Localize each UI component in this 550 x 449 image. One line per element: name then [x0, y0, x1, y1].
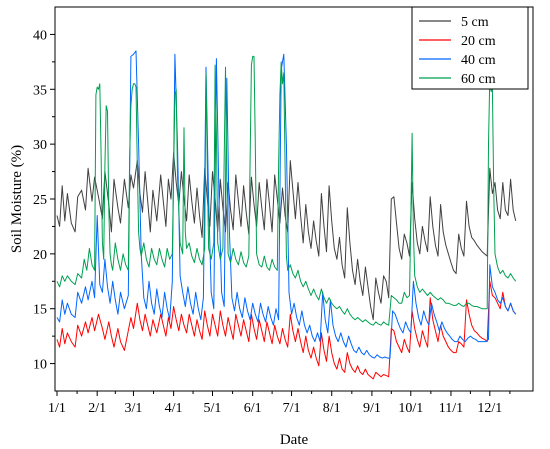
x-tick-label: 11/1	[439, 401, 463, 416]
series-layer	[56, 50, 517, 380]
y-tick-label: 30	[33, 138, 47, 153]
x-tick-label: 5/1	[204, 401, 222, 416]
x-axis: 1/1 2/1 3/1 4/1 5/1 6/1 7/1 8/1 9/1 10/1 11/1 12/1	[48, 391, 511, 416]
x-tick-label: 8/1	[323, 401, 341, 416]
y-tick-label: 20	[33, 248, 47, 263]
series-line-3	[56, 55, 517, 326]
y-tick-label: 25	[33, 193, 47, 208]
x-tick-label: 9/1	[363, 401, 381, 416]
y-tick-label: 35	[33, 83, 47, 98]
y-tick-label: 40	[33, 28, 47, 43]
x-tick-label: 10/1	[398, 401, 423, 416]
series-line-1	[56, 280, 517, 380]
x-tick-label: 3/1	[125, 401, 143, 416]
y-axis-title: Soil Moisture (%)	[9, 145, 25, 253]
x-tick-label: 2/1	[88, 401, 106, 416]
y-tick-label: 10	[33, 358, 47, 373]
y-axis: 10 15 20 25 30 35 40	[33, 28, 55, 373]
x-tick-label: 4/1	[165, 401, 183, 416]
legend-label-1: 20 cm	[461, 34, 496, 49]
legend: 5 cm 20 cm 40 cm 60 cm	[411, 6, 529, 90]
legend-label-2: 40 cm	[461, 53, 496, 68]
y-tick-label: 15	[33, 303, 47, 318]
x-tick-label: 12/1	[477, 401, 502, 416]
x-tick-label: 6/1	[244, 401, 262, 416]
x-axis-title: Date	[280, 432, 309, 448]
series-line-0	[56, 152, 517, 321]
x-tick-label: 7/1	[283, 401, 301, 416]
legend-label-3: 60 cm	[461, 72, 496, 87]
legend-label-0: 5 cm	[461, 15, 489, 30]
series-line-2	[56, 50, 517, 359]
x-tick-label: 1/1	[48, 401, 66, 416]
